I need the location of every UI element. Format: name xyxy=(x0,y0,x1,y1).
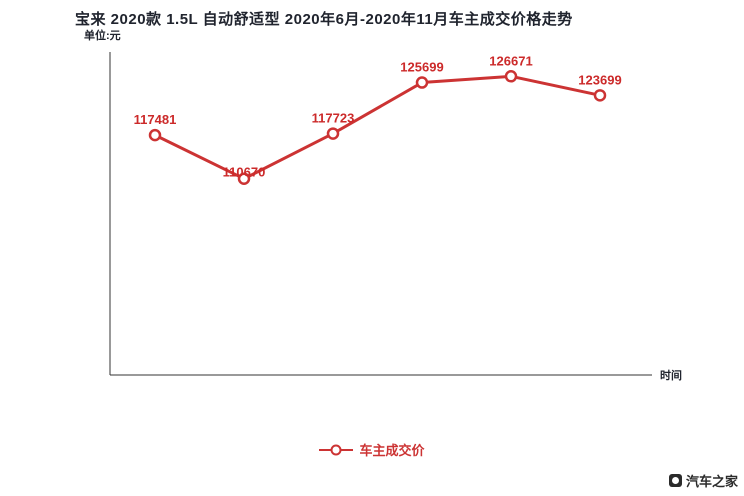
data-point xyxy=(415,76,429,89)
data-point-label: 117481 xyxy=(134,112,177,127)
autohome-logo-icon xyxy=(668,474,682,487)
data-point-label: 126671 xyxy=(489,53,532,68)
chart-title: 宝来 2020款 1.5L 自动舒适型 2020年6月-2020年11月车主成交… xyxy=(75,11,573,28)
data-point-label: 117723 xyxy=(312,111,355,126)
data-point-label: 123699 xyxy=(578,72,621,87)
x-axis-label: 时间 xyxy=(660,368,682,382)
legend-marker xyxy=(319,444,354,455)
data-point xyxy=(237,172,251,185)
data-point-label: 125699 xyxy=(400,60,443,75)
series-line xyxy=(154,74,601,181)
data-point xyxy=(593,89,607,102)
y-axis-unit-label: 单位:元 xyxy=(84,30,121,42)
legend: 车主成交价 xyxy=(0,440,744,459)
data-point xyxy=(504,70,518,83)
legend-point-icon xyxy=(330,444,342,455)
data-point xyxy=(148,128,162,142)
watermark: 汽车之家 xyxy=(668,471,738,490)
legend-series-label: 车主成交价 xyxy=(359,443,425,458)
watermark-text: 汽车之家 xyxy=(685,474,738,489)
data-point-label: 110670 xyxy=(223,165,266,180)
series-group: 117481 110670 117723 125699 126671 123699 xyxy=(134,53,622,185)
data-point xyxy=(326,127,340,140)
